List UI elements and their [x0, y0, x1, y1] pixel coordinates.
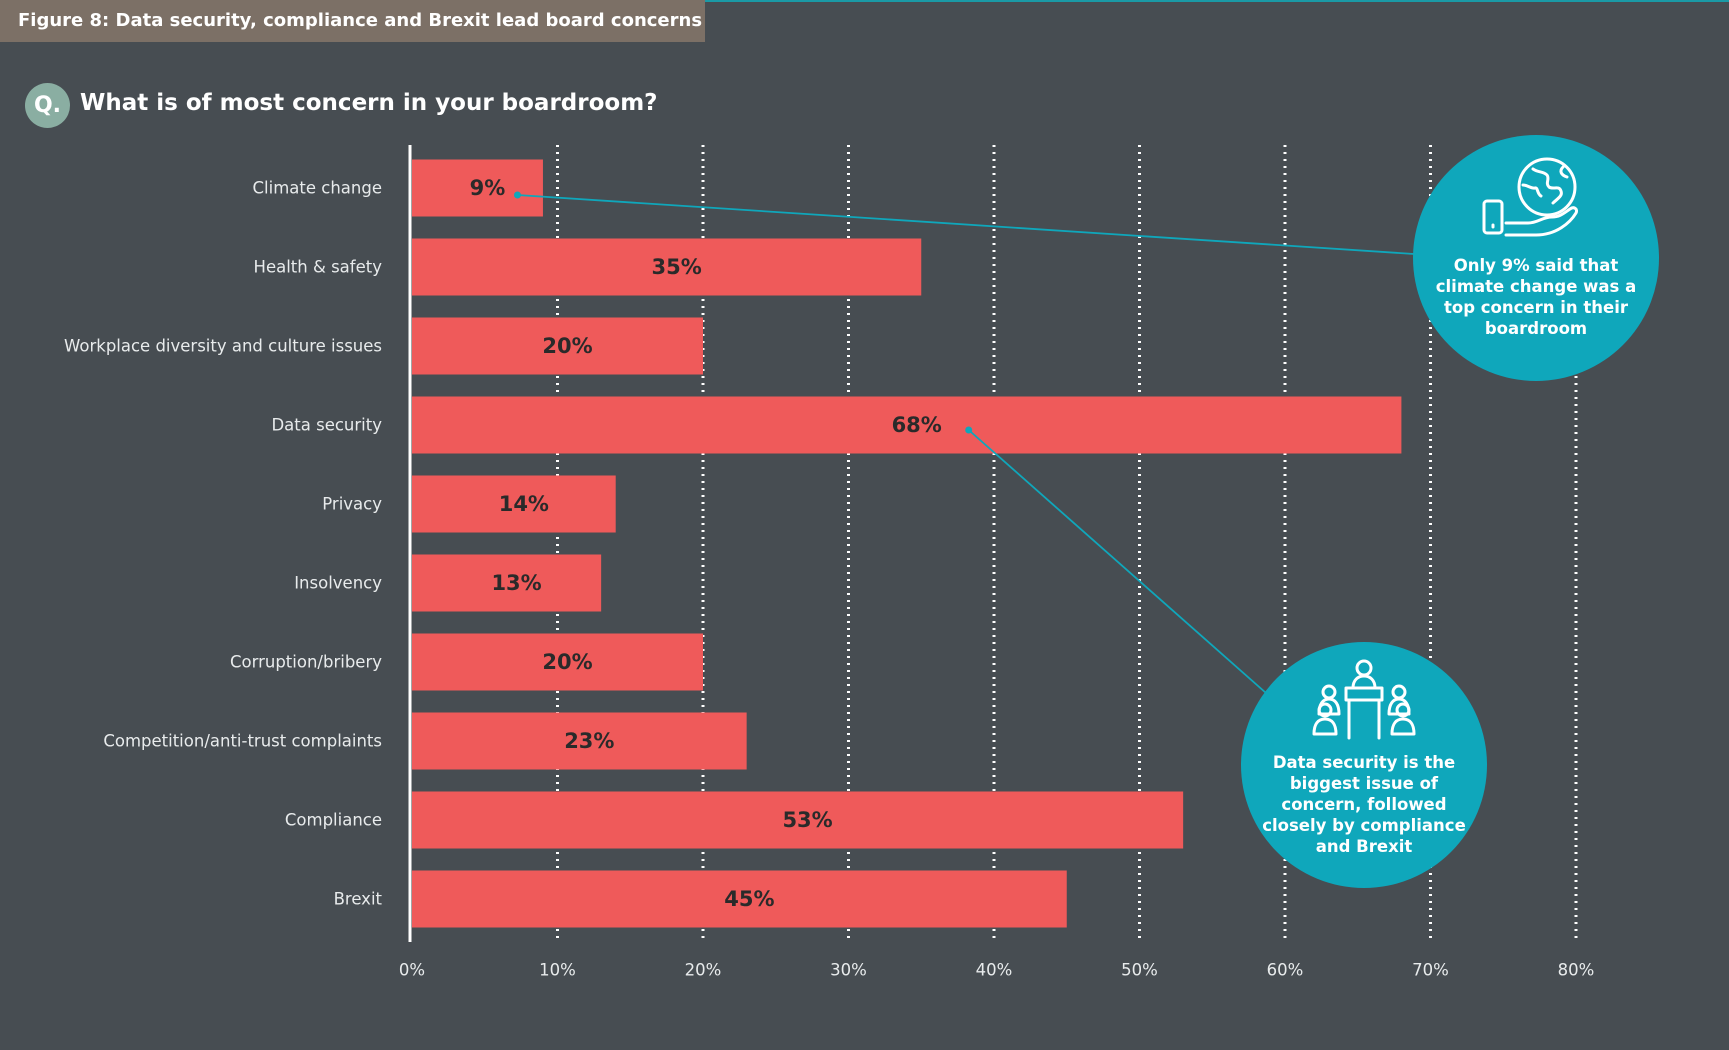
bar	[412, 712, 747, 770]
bar	[412, 870, 1067, 928]
question-title: What is of most concern in your boardroo…	[80, 90, 658, 116]
bar	[412, 633, 703, 691]
bar	[412, 159, 543, 217]
value-label: 35%	[651, 255, 701, 279]
data-security-callout-text: Data security is the biggest issue of co…	[1262, 753, 1466, 856]
climate-leader-dot	[513, 191, 521, 199]
category-label: Data security	[271, 416, 382, 435]
value-label: 23%	[564, 729, 614, 753]
value-label: 20%	[542, 334, 592, 358]
value-label: 14%	[499, 492, 549, 516]
category-label: Competition/anti-trust complaints	[103, 732, 382, 751]
category-label: Brexit	[334, 890, 383, 909]
value-label: 53%	[782, 808, 832, 832]
data-security-leader-line	[968, 429, 1267, 694]
category-label: Corruption/bribery	[230, 653, 382, 672]
q-badge: Q.	[25, 83, 70, 128]
x-tick-label: 20%	[685, 961, 722, 980]
bar	[412, 475, 616, 533]
value-label: 13%	[491, 571, 541, 595]
bar	[412, 791, 1184, 849]
x-tick-label: 80%	[1558, 961, 1595, 980]
data-security-callout: Data security is the biggest issue of co…	[1241, 642, 1487, 888]
x-tick-label: 10%	[539, 961, 576, 980]
figure-title: Figure 8: Data security, compliance and …	[0, 0, 705, 42]
category-label: Privacy	[322, 495, 382, 514]
top-rule	[705, 0, 1729, 2]
x-tick-label: 60%	[1267, 961, 1304, 980]
climate-leader-line	[517, 194, 1415, 255]
bar	[412, 317, 703, 375]
boardroom-meeting-icon	[1312, 659, 1416, 740]
x-tick-label: 0%	[399, 961, 425, 980]
x-tick-label: 40%	[976, 961, 1013, 980]
category-label: Workplace diversity and culture issues	[64, 337, 382, 356]
category-label: Health & safety	[254, 258, 383, 277]
x-tick-label: 50%	[1121, 961, 1158, 980]
climate-callout: Only 9% said that climate change was a t…	[1413, 135, 1659, 381]
value-label: 45%	[724, 887, 774, 911]
bar	[412, 238, 922, 296]
category-label: Compliance	[285, 811, 382, 830]
bar	[412, 554, 602, 612]
bar	[412, 396, 1402, 454]
data-security-leader-dot	[965, 426, 973, 434]
value-label: 20%	[542, 650, 592, 674]
value-label: 9%	[470, 176, 506, 200]
category-label: Climate change	[253, 179, 382, 198]
value-label: 68%	[892, 413, 942, 437]
climate-callout-text: Only 9% said that climate change was a t…	[1435, 256, 1637, 338]
x-tick-label: 70%	[1412, 961, 1449, 980]
category-label: Insolvency	[294, 574, 382, 593]
globe-in-hand-icon	[1482, 157, 1578, 237]
x-tick-label: 30%	[830, 961, 867, 980]
